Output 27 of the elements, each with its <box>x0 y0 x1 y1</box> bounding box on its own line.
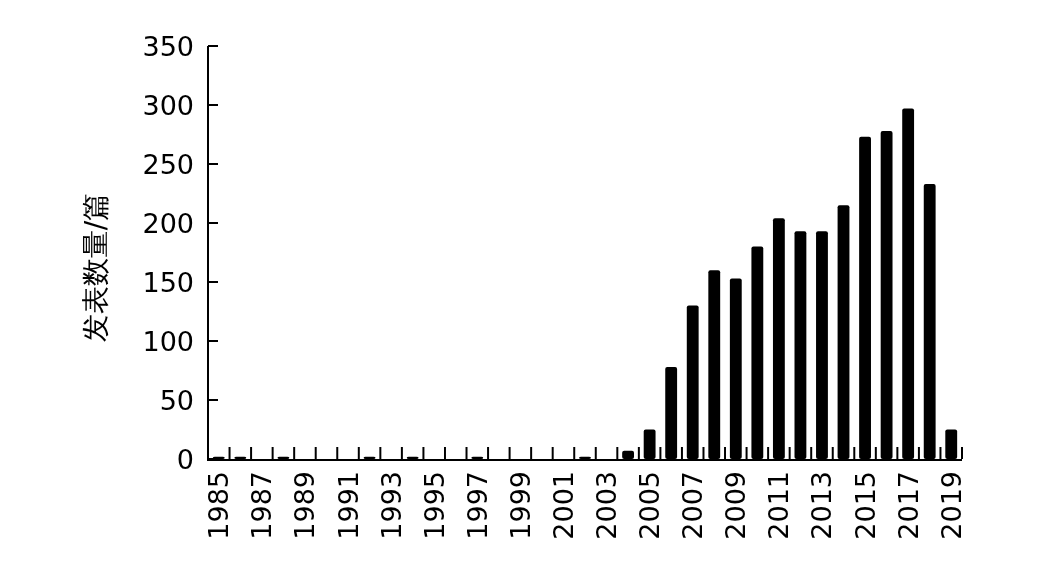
y-tick-label: 200 <box>142 207 194 239</box>
y-tick-label: 300 <box>142 89 194 121</box>
x-tick-label: 2015 <box>849 471 881 540</box>
x-tick-label: 1989 <box>289 471 321 540</box>
x-tick-label: 1995 <box>418 471 450 540</box>
y-axis-title: 发表数量/篇 <box>78 192 112 343</box>
x-tick-label: 1999 <box>504 471 536 540</box>
x-tick-label: 2011 <box>763 471 795 540</box>
x-tick-label: 2017 <box>892 471 924 540</box>
x-tick-label: 1997 <box>461 471 493 540</box>
y-tick-label: 250 <box>142 148 194 180</box>
x-tick-label: 1991 <box>332 471 364 540</box>
x-tick-label: 1993 <box>375 471 407 540</box>
x-tick-label: 2007 <box>677 471 709 540</box>
y-tick-label: 50 <box>159 384 194 416</box>
x-tick-label: 2001 <box>547 471 579 540</box>
x-tick-label: 2019 <box>935 471 967 540</box>
y-tick-label: 0 <box>176 443 194 475</box>
y-tick-label: 350 <box>142 30 194 62</box>
x-tick-label: 1987 <box>246 471 278 540</box>
x-tick-label: 1985 <box>203 471 235 540</box>
y-tick-label: 100 <box>142 325 194 357</box>
x-tick-label: 2013 <box>806 471 838 540</box>
x-tick-label: 2009 <box>720 471 752 540</box>
x-tick-label: 2005 <box>634 471 666 540</box>
y-tick-label: 150 <box>142 266 194 298</box>
x-tick-label: 2003 <box>591 471 623 540</box>
